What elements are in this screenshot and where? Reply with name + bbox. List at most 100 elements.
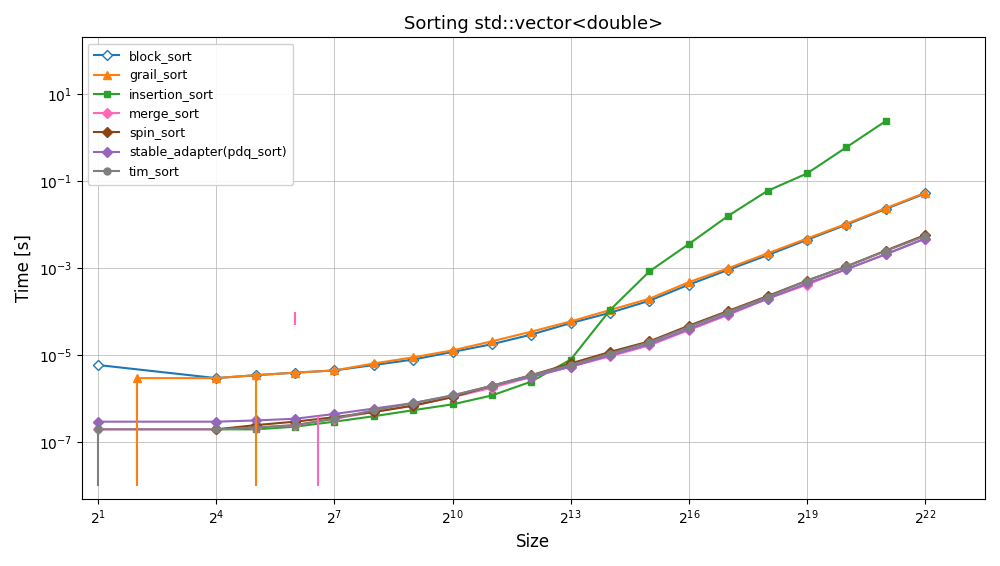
stable_adapter(pdq_sort) [328, 410, 340, 417]
grail_sort [525, 328, 537, 335]
spin_sort [643, 338, 655, 345]
stable_adapter(pdq_sort) [722, 310, 734, 317]
grail_sort [407, 354, 419, 361]
tim_sort [525, 372, 537, 379]
block_sort [92, 362, 104, 368]
block_sort [289, 369, 301, 376]
insertion_sort [525, 378, 537, 385]
stable_adapter(pdq_sort) [447, 392, 459, 399]
tim_sort [762, 294, 774, 301]
spin_sort [328, 414, 340, 421]
grail_sort [447, 347, 459, 354]
block_sort [368, 362, 380, 368]
block_sort [407, 356, 419, 363]
Line: block_sort: block_sort [95, 190, 929, 381]
tim_sort [604, 350, 616, 357]
spin_sort [250, 422, 262, 428]
tim_sort [486, 383, 498, 389]
tim_sort [643, 339, 655, 346]
tim_sort [683, 324, 695, 331]
merge_sort [407, 402, 419, 409]
grail_sort [880, 205, 892, 212]
insertion_sort [368, 413, 380, 419]
block_sort [565, 320, 577, 327]
grail_sort [328, 367, 340, 374]
insertion_sort [289, 423, 301, 430]
block_sort [840, 221, 852, 228]
tim_sort [250, 424, 262, 431]
block_sort [722, 267, 734, 273]
merge_sort [250, 424, 262, 431]
insertion_sort [447, 401, 459, 408]
block_sort [801, 237, 813, 243]
stable_adapter(pdq_sort) [840, 266, 852, 273]
insertion_sort [328, 418, 340, 425]
block_sort [604, 310, 616, 316]
stable_adapter(pdq_sort) [250, 417, 262, 424]
insertion_sort [604, 307, 616, 314]
block_sort [762, 252, 774, 259]
merge_sort [328, 415, 340, 422]
stable_adapter(pdq_sort) [210, 418, 222, 425]
merge_sort [643, 342, 655, 349]
grail_sort [486, 338, 498, 345]
tim_sort [368, 407, 380, 414]
Line: stable_adapter(pdq_sort): stable_adapter(pdq_sort) [95, 235, 929, 425]
tim_sort [722, 308, 734, 315]
spin_sort [289, 418, 301, 425]
stable_adapter(pdq_sort) [407, 400, 419, 406]
Legend: block_sort, grail_sort, insertion_sort, merge_sort, spin_sort, stable_adapter(pd: block_sort, grail_sort, insertion_sort, … [88, 44, 293, 185]
grail_sort [722, 265, 734, 272]
tim_sort [919, 233, 931, 239]
merge_sort [919, 235, 931, 242]
tim_sort [880, 247, 892, 254]
tim_sort [840, 263, 852, 270]
Line: tim_sort: tim_sort [95, 233, 929, 433]
stable_adapter(pdq_sort) [92, 418, 104, 425]
stable_adapter(pdq_sort) [880, 251, 892, 258]
spin_sort [840, 263, 852, 270]
merge_sort [880, 251, 892, 258]
block_sort [486, 341, 498, 348]
merge_sort [92, 426, 104, 433]
Line: merge_sort: merge_sort [95, 235, 929, 433]
tim_sort [565, 362, 577, 368]
merge_sort [210, 426, 222, 433]
spin_sort [525, 372, 537, 379]
spin_sort [722, 307, 734, 314]
insertion_sort [250, 426, 262, 433]
spin_sort [762, 293, 774, 299]
Line: spin_sort: spin_sort [213, 231, 929, 433]
tim_sort [447, 392, 459, 399]
stable_adapter(pdq_sort) [525, 374, 537, 380]
insertion_sort [210, 426, 222, 433]
grail_sort [289, 369, 301, 376]
grail_sort [565, 318, 577, 325]
stable_adapter(pdq_sort) [643, 341, 655, 348]
X-axis label: Size: Size [516, 533, 550, 551]
Line: grail_sort: grail_sort [133, 188, 929, 382]
grail_sort [919, 190, 931, 196]
merge_sort [289, 422, 301, 428]
block_sort [683, 281, 695, 288]
merge_sort [565, 363, 577, 370]
grail_sort [604, 307, 616, 314]
tim_sort [289, 422, 301, 428]
insertion_sort [486, 392, 498, 399]
merge_sort [486, 384, 498, 391]
grail_sort [683, 278, 695, 285]
spin_sort [683, 322, 695, 329]
stable_adapter(pdq_sort) [604, 352, 616, 359]
block_sort [447, 349, 459, 355]
grail_sort [210, 375, 222, 381]
merge_sort [604, 353, 616, 360]
grail_sort [131, 375, 143, 381]
stable_adapter(pdq_sort) [565, 363, 577, 370]
Y-axis label: Time [s]: Time [s] [15, 234, 33, 302]
tim_sort [210, 426, 222, 433]
tim_sort [92, 426, 104, 433]
merge_sort [722, 311, 734, 318]
block_sort [880, 205, 892, 212]
spin_sort [486, 383, 498, 389]
insertion_sort [643, 268, 655, 275]
